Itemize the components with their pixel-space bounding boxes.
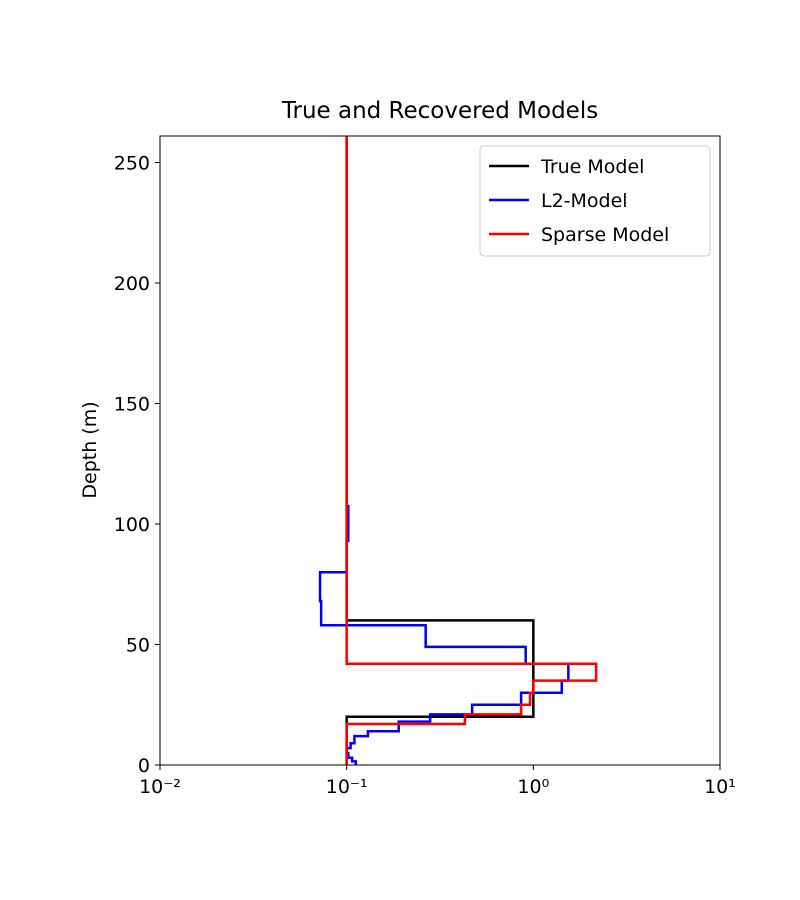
x-tick-label: 10¹ [704,776,736,798]
series-line [345,136,598,765]
legend-label: L2-Model [541,190,628,212]
legend-box [479,145,711,257]
y-tick-label: 100 [114,514,150,536]
x-tick-label: 10⁰ [517,776,549,798]
y-tick-label: 200 [114,273,150,295]
series-line [318,504,570,765]
legend-label: True Model [540,156,644,178]
y-axis-label: Depth (m) [79,401,101,498]
legend-label: Sparse Model [541,224,669,246]
y-tick-label: 150 [114,394,150,416]
chart-title: True and Recovered Models [281,98,598,124]
plot-area [318,136,598,765]
x-tick-label: 10⁻¹ [326,776,368,798]
axes-frame [159,135,721,766]
y-tick-label: 250 [114,153,150,175]
y-tick-label: 0 [138,755,150,777]
y-tick-label: 50 [126,635,150,657]
x-tick-label: 10⁻² [139,776,181,798]
